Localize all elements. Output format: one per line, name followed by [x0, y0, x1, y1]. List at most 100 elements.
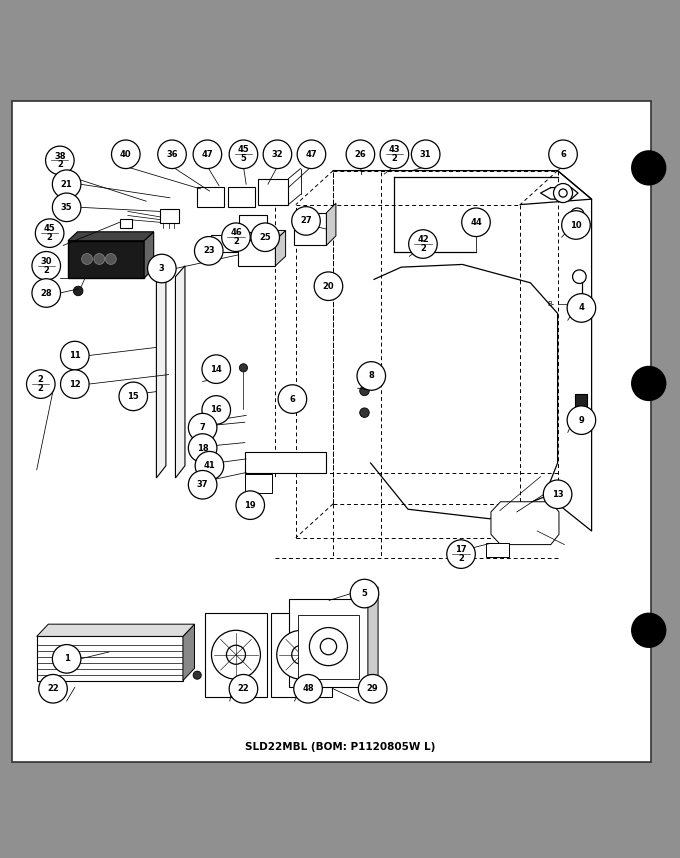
Circle shape	[27, 370, 55, 398]
Polygon shape	[144, 232, 154, 278]
Circle shape	[554, 184, 573, 202]
Circle shape	[309, 627, 347, 666]
Circle shape	[229, 140, 258, 168]
FancyBboxPatch shape	[205, 613, 267, 697]
Polygon shape	[486, 543, 509, 557]
Polygon shape	[175, 266, 185, 478]
Circle shape	[188, 414, 217, 442]
Text: 41: 41	[203, 462, 216, 470]
Circle shape	[631, 150, 666, 185]
Circle shape	[292, 645, 311, 664]
Text: 12: 12	[69, 379, 81, 389]
FancyBboxPatch shape	[211, 234, 237, 252]
Text: 2: 2	[233, 237, 239, 246]
Polygon shape	[183, 624, 194, 680]
Text: 5: 5	[241, 154, 246, 163]
Circle shape	[73, 287, 83, 296]
Circle shape	[52, 170, 81, 198]
FancyBboxPatch shape	[575, 394, 587, 410]
Text: 22: 22	[47, 685, 59, 693]
Polygon shape	[368, 587, 378, 687]
Circle shape	[52, 193, 81, 221]
Text: 6: 6	[290, 395, 295, 403]
Polygon shape	[68, 232, 154, 240]
Text: 16: 16	[210, 406, 222, 414]
Text: 48: 48	[302, 685, 314, 693]
Text: 26: 26	[354, 150, 367, 159]
FancyBboxPatch shape	[160, 209, 179, 223]
Circle shape	[357, 362, 386, 390]
Text: 11: 11	[69, 351, 81, 360]
Circle shape	[263, 140, 292, 168]
Text: 30: 30	[41, 257, 52, 266]
Circle shape	[562, 211, 590, 239]
Circle shape	[567, 406, 596, 434]
Polygon shape	[238, 231, 286, 240]
Circle shape	[411, 140, 440, 168]
Circle shape	[409, 230, 437, 258]
Text: 32: 32	[271, 150, 284, 159]
Circle shape	[35, 219, 64, 247]
Circle shape	[320, 638, 337, 655]
Circle shape	[94, 254, 105, 264]
Text: 2: 2	[57, 160, 63, 169]
Circle shape	[119, 382, 148, 411]
Text: 36: 36	[166, 150, 178, 159]
Text: 28: 28	[40, 288, 52, 298]
FancyBboxPatch shape	[258, 178, 288, 204]
FancyBboxPatch shape	[245, 474, 272, 492]
FancyBboxPatch shape	[228, 187, 255, 208]
Text: 2: 2	[44, 266, 49, 275]
Text: 7: 7	[200, 423, 205, 432]
Circle shape	[543, 480, 572, 509]
FancyBboxPatch shape	[271, 613, 332, 697]
Text: 43: 43	[388, 146, 401, 154]
Text: 42: 42	[417, 235, 429, 245]
Text: 4: 4	[579, 304, 584, 312]
Circle shape	[195, 451, 224, 480]
Circle shape	[346, 140, 375, 168]
Polygon shape	[275, 231, 286, 266]
Text: 38: 38	[54, 152, 65, 160]
Text: 47: 47	[201, 150, 214, 159]
FancyBboxPatch shape	[197, 187, 224, 208]
Text: 9: 9	[579, 415, 584, 425]
Text: 44: 44	[470, 218, 482, 227]
Text: 2: 2	[38, 384, 44, 393]
Circle shape	[226, 645, 245, 664]
Circle shape	[360, 408, 369, 418]
Text: 2: 2	[420, 244, 426, 253]
Text: B-: B-	[547, 301, 555, 307]
Text: 8: 8	[369, 372, 374, 380]
Text: 37: 37	[197, 480, 208, 489]
Circle shape	[229, 674, 258, 703]
Circle shape	[571, 208, 584, 221]
Text: 25: 25	[259, 233, 271, 242]
FancyBboxPatch shape	[289, 599, 368, 687]
Circle shape	[112, 140, 140, 168]
Text: 45: 45	[237, 146, 250, 154]
Circle shape	[573, 270, 586, 283]
Polygon shape	[37, 624, 194, 637]
Circle shape	[358, 674, 387, 703]
Circle shape	[294, 674, 322, 703]
Circle shape	[188, 434, 217, 462]
Circle shape	[380, 140, 409, 168]
Circle shape	[297, 140, 326, 168]
Circle shape	[631, 366, 666, 402]
Text: 19: 19	[244, 501, 256, 510]
FancyBboxPatch shape	[238, 240, 275, 266]
Circle shape	[360, 386, 369, 396]
Circle shape	[631, 613, 666, 648]
Text: 6: 6	[560, 150, 566, 159]
Text: 18: 18	[197, 444, 209, 452]
Text: 29: 29	[367, 685, 379, 693]
Text: 35: 35	[61, 202, 73, 212]
Text: 5: 5	[362, 589, 367, 598]
Text: 2: 2	[47, 233, 52, 242]
FancyBboxPatch shape	[12, 101, 651, 762]
Text: 15: 15	[127, 392, 139, 401]
Circle shape	[462, 208, 490, 237]
Circle shape	[277, 631, 326, 680]
Text: 10: 10	[570, 221, 582, 229]
